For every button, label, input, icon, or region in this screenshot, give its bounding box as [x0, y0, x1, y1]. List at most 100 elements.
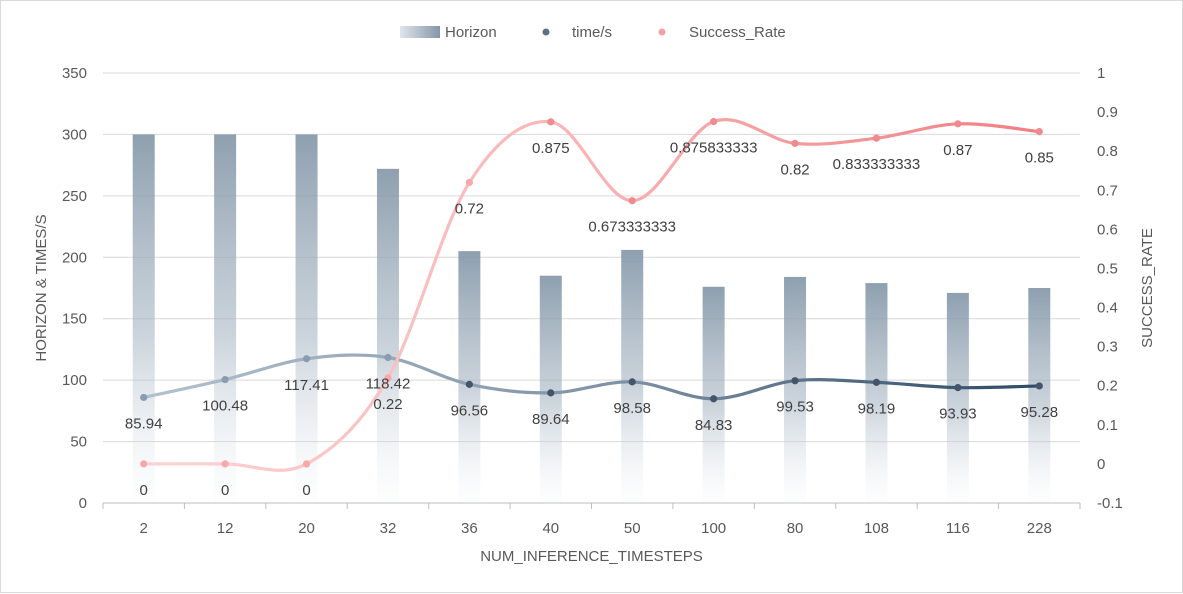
data-label-time: 96.56	[451, 402, 489, 419]
legend: Horizon time/s Success_Rate	[400, 24, 786, 41]
point-time	[140, 393, 148, 402]
data-label-success-rate: 0.82	[780, 161, 809, 178]
data-label-time: 93.93	[939, 406, 977, 423]
x-tick-label: 2	[140, 520, 148, 537]
x-tick-label: 80	[787, 520, 804, 537]
series-line-time	[142, 353, 1041, 401]
x-tick-label: 50	[624, 520, 641, 537]
y-left-tick-label: 100	[62, 372, 87, 389]
data-label-success-rate: 0.72	[455, 200, 484, 217]
bar-horizon	[865, 283, 888, 503]
y-right-tick-label: 0.9	[1097, 104, 1118, 121]
point-time	[547, 389, 555, 397]
data-label-time: 89.64	[532, 411, 570, 428]
y-left-axis-title: HORIZON & TIMES/S	[33, 214, 50, 361]
point-success-rate	[302, 460, 311, 468]
data-label-time: 85.94	[125, 415, 163, 432]
y-right-tick-label: 0	[1097, 456, 1105, 473]
x-tick-label: 116	[946, 520, 970, 537]
x-tick-label: 20	[298, 520, 315, 537]
x-tick-label: 32	[380, 520, 397, 537]
x-tick-label: 228	[1027, 520, 1052, 537]
legend-marker-success-rate	[658, 28, 666, 36]
point-time	[954, 384, 962, 392]
bar-horizon	[376, 168, 399, 504]
y-right-tick-label: -0.1	[1097, 495, 1123, 512]
data-label-time: 117.41	[284, 377, 329, 394]
data-label-time: 95.28	[1021, 404, 1059, 421]
data-label-success-rate: 0.85	[1025, 150, 1054, 167]
point-success-rate	[221, 460, 229, 468]
data-label-time: 99.53	[776, 399, 814, 416]
x-axis-title: NUM_INFERENCE_TIMESTEPS	[480, 548, 703, 565]
bar-horizon	[214, 134, 237, 503]
data-label-success-rate: 0	[140, 482, 148, 499]
data-labels: 85.94 100.48 117.41 118.42 96.56 89.64 98.58 84…	[125, 140, 1058, 499]
point-time	[221, 375, 229, 384]
legend-label-time: time/s	[572, 24, 612, 41]
legend-label-horizon: Horizon	[445, 24, 497, 41]
point-success-rate	[384, 374, 392, 382]
point-success-rate	[1035, 128, 1043, 136]
point-success-rate	[954, 120, 962, 128]
point-time	[1035, 382, 1043, 390]
bar-horizon	[1028, 288, 1051, 503]
point-success-rate	[872, 134, 881, 142]
bar-horizon	[784, 276, 807, 503]
y-right-tick-label: 1	[1097, 65, 1105, 82]
data-label-success-rate: 0.875833333	[670, 140, 758, 157]
point-time	[628, 378, 636, 386]
point-time	[302, 355, 311, 363]
y-left-tick-label: 150	[62, 311, 87, 328]
point-success-rate	[140, 460, 148, 468]
bar-horizon	[132, 134, 155, 503]
bar-horizon	[702, 286, 725, 503]
bar-horizon	[946, 292, 969, 503]
y-left-tick-label: 50	[70, 434, 87, 451]
legend-swatch-horizon	[400, 26, 440, 38]
point-success-rate	[547, 118, 555, 126]
y-right-tick-label: 0.2	[1097, 378, 1118, 395]
x-tick-label: 40	[542, 520, 559, 537]
data-label-success-rate: 0.673333333	[588, 219, 676, 236]
y-left-tick-label: 350	[62, 65, 87, 82]
point-time	[791, 377, 799, 385]
point-success-rate	[710, 117, 718, 126]
y-left-tick-label: 250	[62, 188, 87, 205]
y-left-tick-label: 300	[62, 126, 87, 143]
gridlines	[103, 72, 1080, 443]
point-success-rate	[465, 178, 473, 187]
point-success-rate	[791, 139, 799, 147]
data-label-success-rate: 0	[302, 482, 310, 499]
x-tick-label: 36	[461, 520, 478, 537]
data-label-success-rate: 0	[221, 482, 229, 499]
horizon-bars	[132, 134, 1051, 504]
legend-label-success-rate: Success_Rate	[689, 24, 786, 41]
y-right-tick-label: 0.1	[1097, 417, 1118, 434]
y-right-axis-title: SUCCESS_RATE	[1139, 228, 1156, 348]
x-tick-label: 100	[701, 520, 726, 537]
data-label-time: 118.42	[366, 376, 411, 393]
point-time	[384, 353, 392, 362]
data-label-success-rate: 0.875	[532, 140, 570, 157]
axes: 050100150200250300350-0.100.10.20.30.40.…	[33, 65, 1156, 565]
y-right-tick-label: 0.8	[1097, 143, 1118, 160]
data-label-success-rate: 0.833333333	[833, 156, 921, 173]
point-time	[710, 395, 718, 403]
x-tick-label: 12	[217, 520, 234, 537]
line-series	[140, 117, 1043, 472]
data-label-success-rate: 0.22	[373, 396, 402, 413]
point-success-rate	[628, 197, 636, 205]
x-tick-label: 108	[864, 520, 889, 537]
y-right-tick-label: 0.5	[1097, 260, 1118, 277]
y-right-tick-label: 0.3	[1097, 339, 1118, 356]
bar-horizon	[458, 251, 481, 503]
point-time	[872, 378, 881, 386]
data-label-time: 98.19	[858, 400, 896, 417]
y-right-tick-label: 0.4	[1097, 300, 1118, 317]
y-right-tick-label: 0.7	[1097, 182, 1118, 199]
bar-horizon	[295, 134, 318, 503]
data-label-time: 98.58	[613, 400, 651, 417]
